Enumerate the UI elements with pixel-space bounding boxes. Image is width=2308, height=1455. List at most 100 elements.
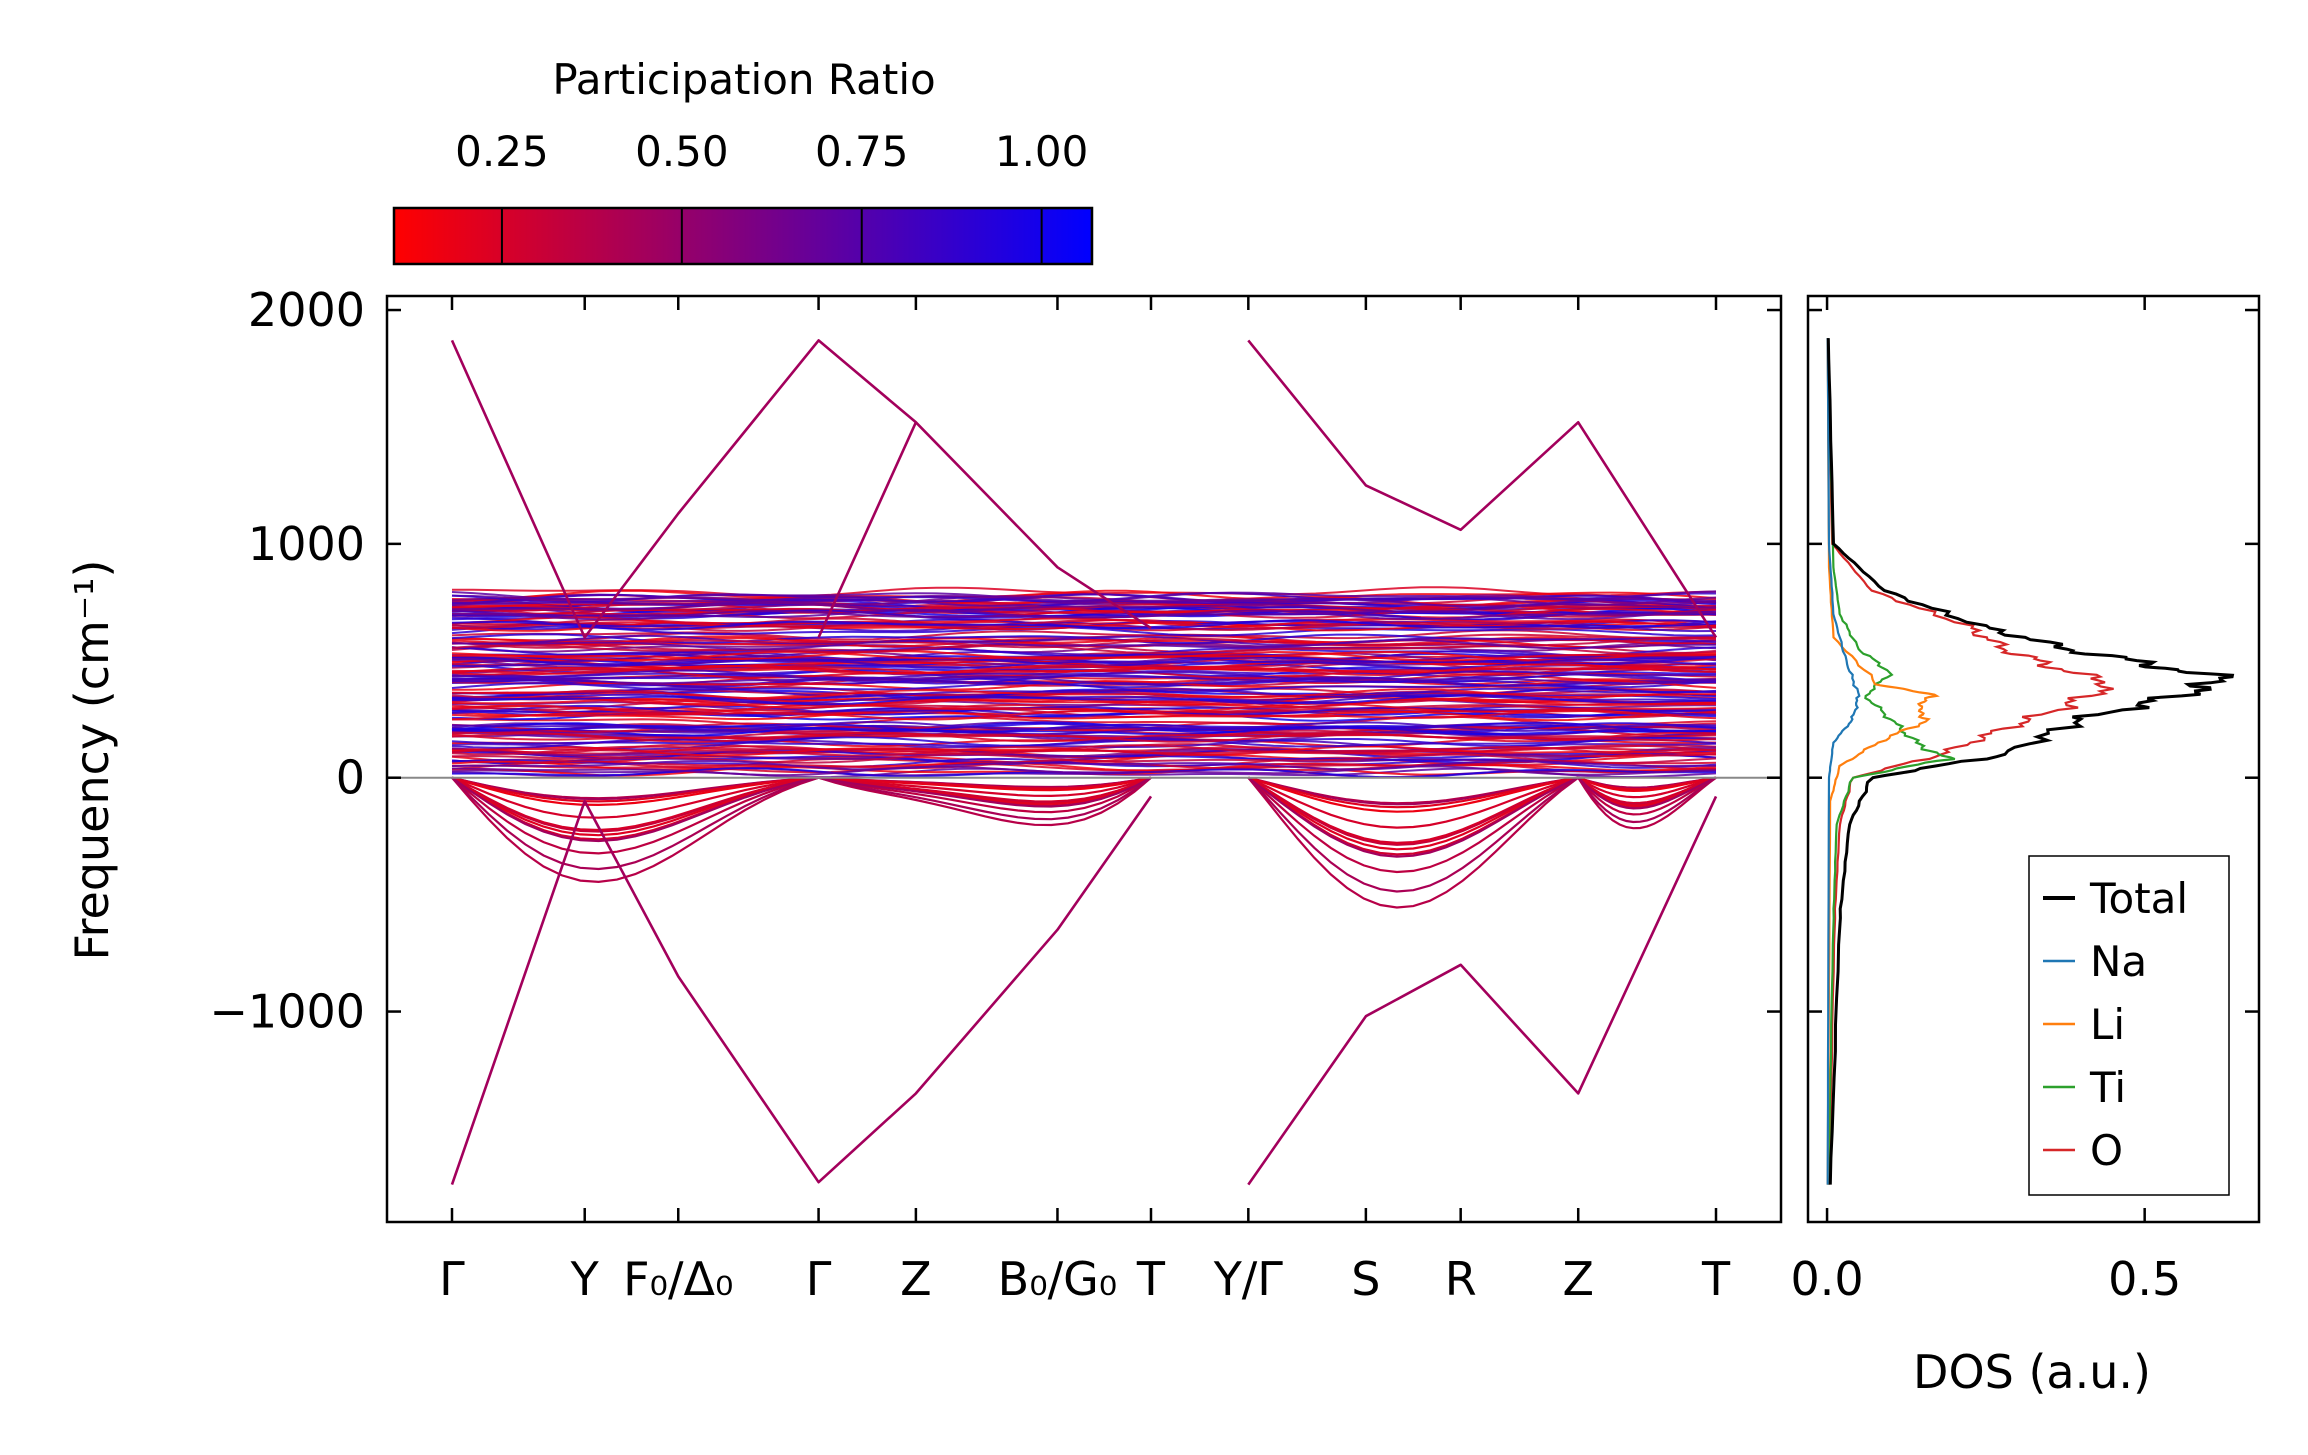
colorbar-tick-label: 0.75 [815, 127, 909, 176]
dos-axis-ticks: 0.0 0.5 [1790, 296, 2181, 1306]
dense-band-line [451, 759, 1717, 771]
dos-lines [1826, 338, 2235, 1185]
dos-x-tick-label: 0.5 [2108, 1252, 2181, 1306]
dense-band-line [451, 634, 1717, 647]
dense-band-line [451, 674, 1717, 686]
x-tick-label: Y [570, 1252, 600, 1306]
dense-band-line [451, 619, 1717, 631]
dense-band-line [451, 625, 1717, 637]
colorbar-ticks: 0.25 0.50 0.75 1.00 [455, 127, 1088, 264]
colorbar-tick-label: 0.50 [635, 127, 729, 176]
colorbar-tick-label: 1.00 [995, 127, 1089, 176]
x-tick-label: Γ [439, 1252, 465, 1306]
dense-band-region [451, 586, 1717, 909]
dos-x-axis-label: DOS (a.u.) [1913, 1345, 2151, 1399]
negative-band-line [451, 776, 1717, 851]
dense-band-line [451, 636, 1717, 648]
negative-band-line [451, 776, 1717, 809]
dense-band-line [451, 594, 1717, 606]
legend-box [2028, 855, 2230, 1196]
x-tick-label: F₀/Δ₀ [623, 1252, 733, 1306]
negative-band-line [451, 776, 1717, 909]
dense-band-line [451, 586, 1717, 598]
dos-panel: 0.0 0.5 DOS (a.u.) Total Na Li Ti O [1790, 294, 2261, 1399]
dense-band-line [451, 694, 1717, 706]
x-tick-label: Z [900, 1252, 932, 1306]
dense-band-line [451, 720, 1717, 732]
dos-curve-total [1826, 338, 2235, 1185]
dense-band-line [451, 639, 1716, 651]
colorbar-tick-label: 0.25 [455, 127, 549, 176]
dense-band-line [451, 702, 1717, 714]
dos-x-tick-label: 0.0 [1790, 1252, 1863, 1306]
x-tick-label: Γ [806, 1252, 832, 1306]
dense-band-line [451, 725, 1717, 737]
band-line-band-bottom-1 [450, 795, 1153, 1186]
negative-band-line [451, 776, 1717, 858]
colorbar-fill [392, 206, 1094, 266]
y-tick-label: 2000 [248, 283, 365, 337]
y-axis-label: Frequency (cm⁻¹) [65, 560, 119, 961]
negative-band-line [451, 776, 1717, 874]
dos-plot-frame [1806, 294, 2261, 1224]
legend: Total Na Li Ti O [2028, 855, 2230, 1196]
legend-label: O [2090, 1126, 2123, 1175]
band-axis-ticks: −1000 0 1000 2000 Γ Y F₀/Δ₀ Γ Z B₀/G₀ T Y/Γ S R Z T [209, 283, 2259, 1306]
dos-curve-na [1826, 338, 1861, 1185]
band-structure-panel: Frequency (cm⁻¹) −1000 0 1000 2000 Γ Y F₀/Δ₀ Γ Z… [65, 283, 2259, 1306]
dos-curve-li [1826, 338, 1940, 1185]
dense-band-line [451, 731, 1717, 743]
x-tick-label: T [1136, 1252, 1166, 1306]
dense-band-line [451, 744, 1717, 756]
dense-band-line [451, 601, 1717, 614]
band-line-band-bottom-2 [1247, 795, 1718, 1186]
dense-band-line [451, 663, 1717, 675]
dense-band-line [451, 658, 1717, 670]
dense-band-line [451, 759, 1717, 771]
dense-band-line [451, 697, 1717, 709]
band-line-band-top-3 [1247, 339, 1718, 639]
colorbar: Participation Ratio 0.25 0.50 0.75 1.00 [392, 55, 1094, 266]
dense-band-line [451, 737, 1717, 749]
dense-band-line [451, 765, 1717, 777]
y-tick-label: 0 [336, 751, 365, 805]
y-tick-label: −1000 [209, 985, 365, 1039]
legend-label: Ti [2089, 1063, 2126, 1112]
dense-band-line [451, 601, 1717, 614]
band-line-band-top-1 [450, 339, 1152, 639]
x-tick-label: R [1445, 1252, 1477, 1306]
negative-band-line [451, 776, 1717, 846]
x-tick-label: T [1701, 1252, 1731, 1306]
dense-band-line [451, 732, 1717, 743]
dense-band-line [451, 721, 1717, 733]
dense-band-line [451, 710, 1717, 722]
legend-label: Total [2089, 874, 2188, 923]
x-tick-label: Y/Γ [1213, 1252, 1284, 1306]
dense-band-line [451, 704, 1717, 717]
negative-band-line [451, 776, 1717, 893]
dense-band-line [451, 607, 1717, 619]
dense-band-line [451, 709, 1717, 721]
legend-items: Total Na Li Ti O [2043, 874, 2188, 1175]
dense-band-line [451, 616, 1717, 628]
x-tick-label: S [1351, 1252, 1380, 1306]
dense-band-line [451, 596, 1717, 608]
dos-curve-o [1826, 338, 2114, 1185]
dense-band-line [451, 669, 1717, 681]
dense-band-line [451, 609, 1717, 621]
colorbar-title: Participation Ratio [552, 55, 935, 104]
legend-label: Na [2090, 937, 2147, 986]
negative-band-line [451, 776, 1717, 813]
dos-curve-ti [1826, 338, 1956, 1185]
dense-band-line [451, 649, 1717, 661]
dense-band-line [451, 609, 1717, 621]
dense-band-line [451, 590, 1717, 602]
band-lines [450, 339, 1718, 1186]
dense-band-line [451, 682, 1717, 694]
band-line-band-top-2 [817, 421, 918, 638]
dense-band-line [451, 745, 1717, 757]
y-tick-label: 1000 [248, 517, 365, 571]
dense-band-line [451, 688, 1717, 700]
band-plot-frame [385, 294, 1783, 1224]
